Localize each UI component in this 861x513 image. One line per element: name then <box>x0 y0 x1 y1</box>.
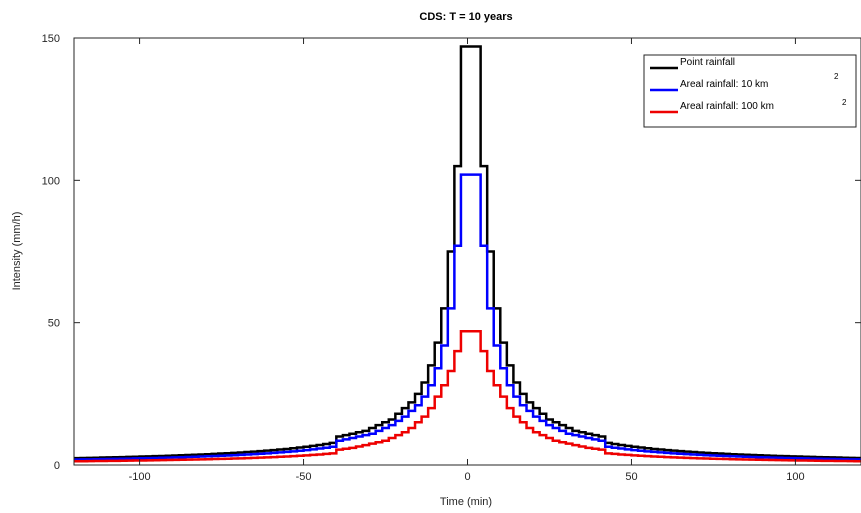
y-tick-label: 0 <box>54 460 60 472</box>
y-tick-label: 150 <box>42 33 60 45</box>
series-line-3 <box>74 329 861 463</box>
legend: Point rainfall Areal rainfall: 10 km 2 Area… <box>643 54 857 128</box>
x-axis: -100 -50 0 50 100 <box>129 38 805 483</box>
y-tick-label: 50 <box>48 318 60 330</box>
legend-label: Areal rainfall: 100 km <box>680 101 774 112</box>
series-line-2 <box>74 173 861 461</box>
legend-box <box>643 54 857 128</box>
y-axis-label: Intensity (mm/h) <box>11 212 23 291</box>
x-tick-label: -100 <box>129 471 151 483</box>
x-tick-label: 50 <box>625 471 637 483</box>
x-axis-label: Time (min) <box>440 496 492 508</box>
x-tick-label: 100 <box>786 471 804 483</box>
legend-label: Areal rainfall: 10 km <box>680 79 768 90</box>
x-tick-label: 0 <box>464 471 470 483</box>
legend-superscript: 2 <box>842 98 847 107</box>
legend-label: Point rainfall <box>680 57 735 68</box>
series-line-1 <box>74 45 861 460</box>
x-tick-label: -50 <box>296 471 312 483</box>
legend-superscript: 2 <box>834 72 839 81</box>
y-axis: 0 50 100 150 <box>42 33 861 472</box>
y-tick-label: 100 <box>42 175 60 187</box>
chart-title: CDS: T = 10 years <box>419 11 512 23</box>
series-layer <box>74 45 861 463</box>
